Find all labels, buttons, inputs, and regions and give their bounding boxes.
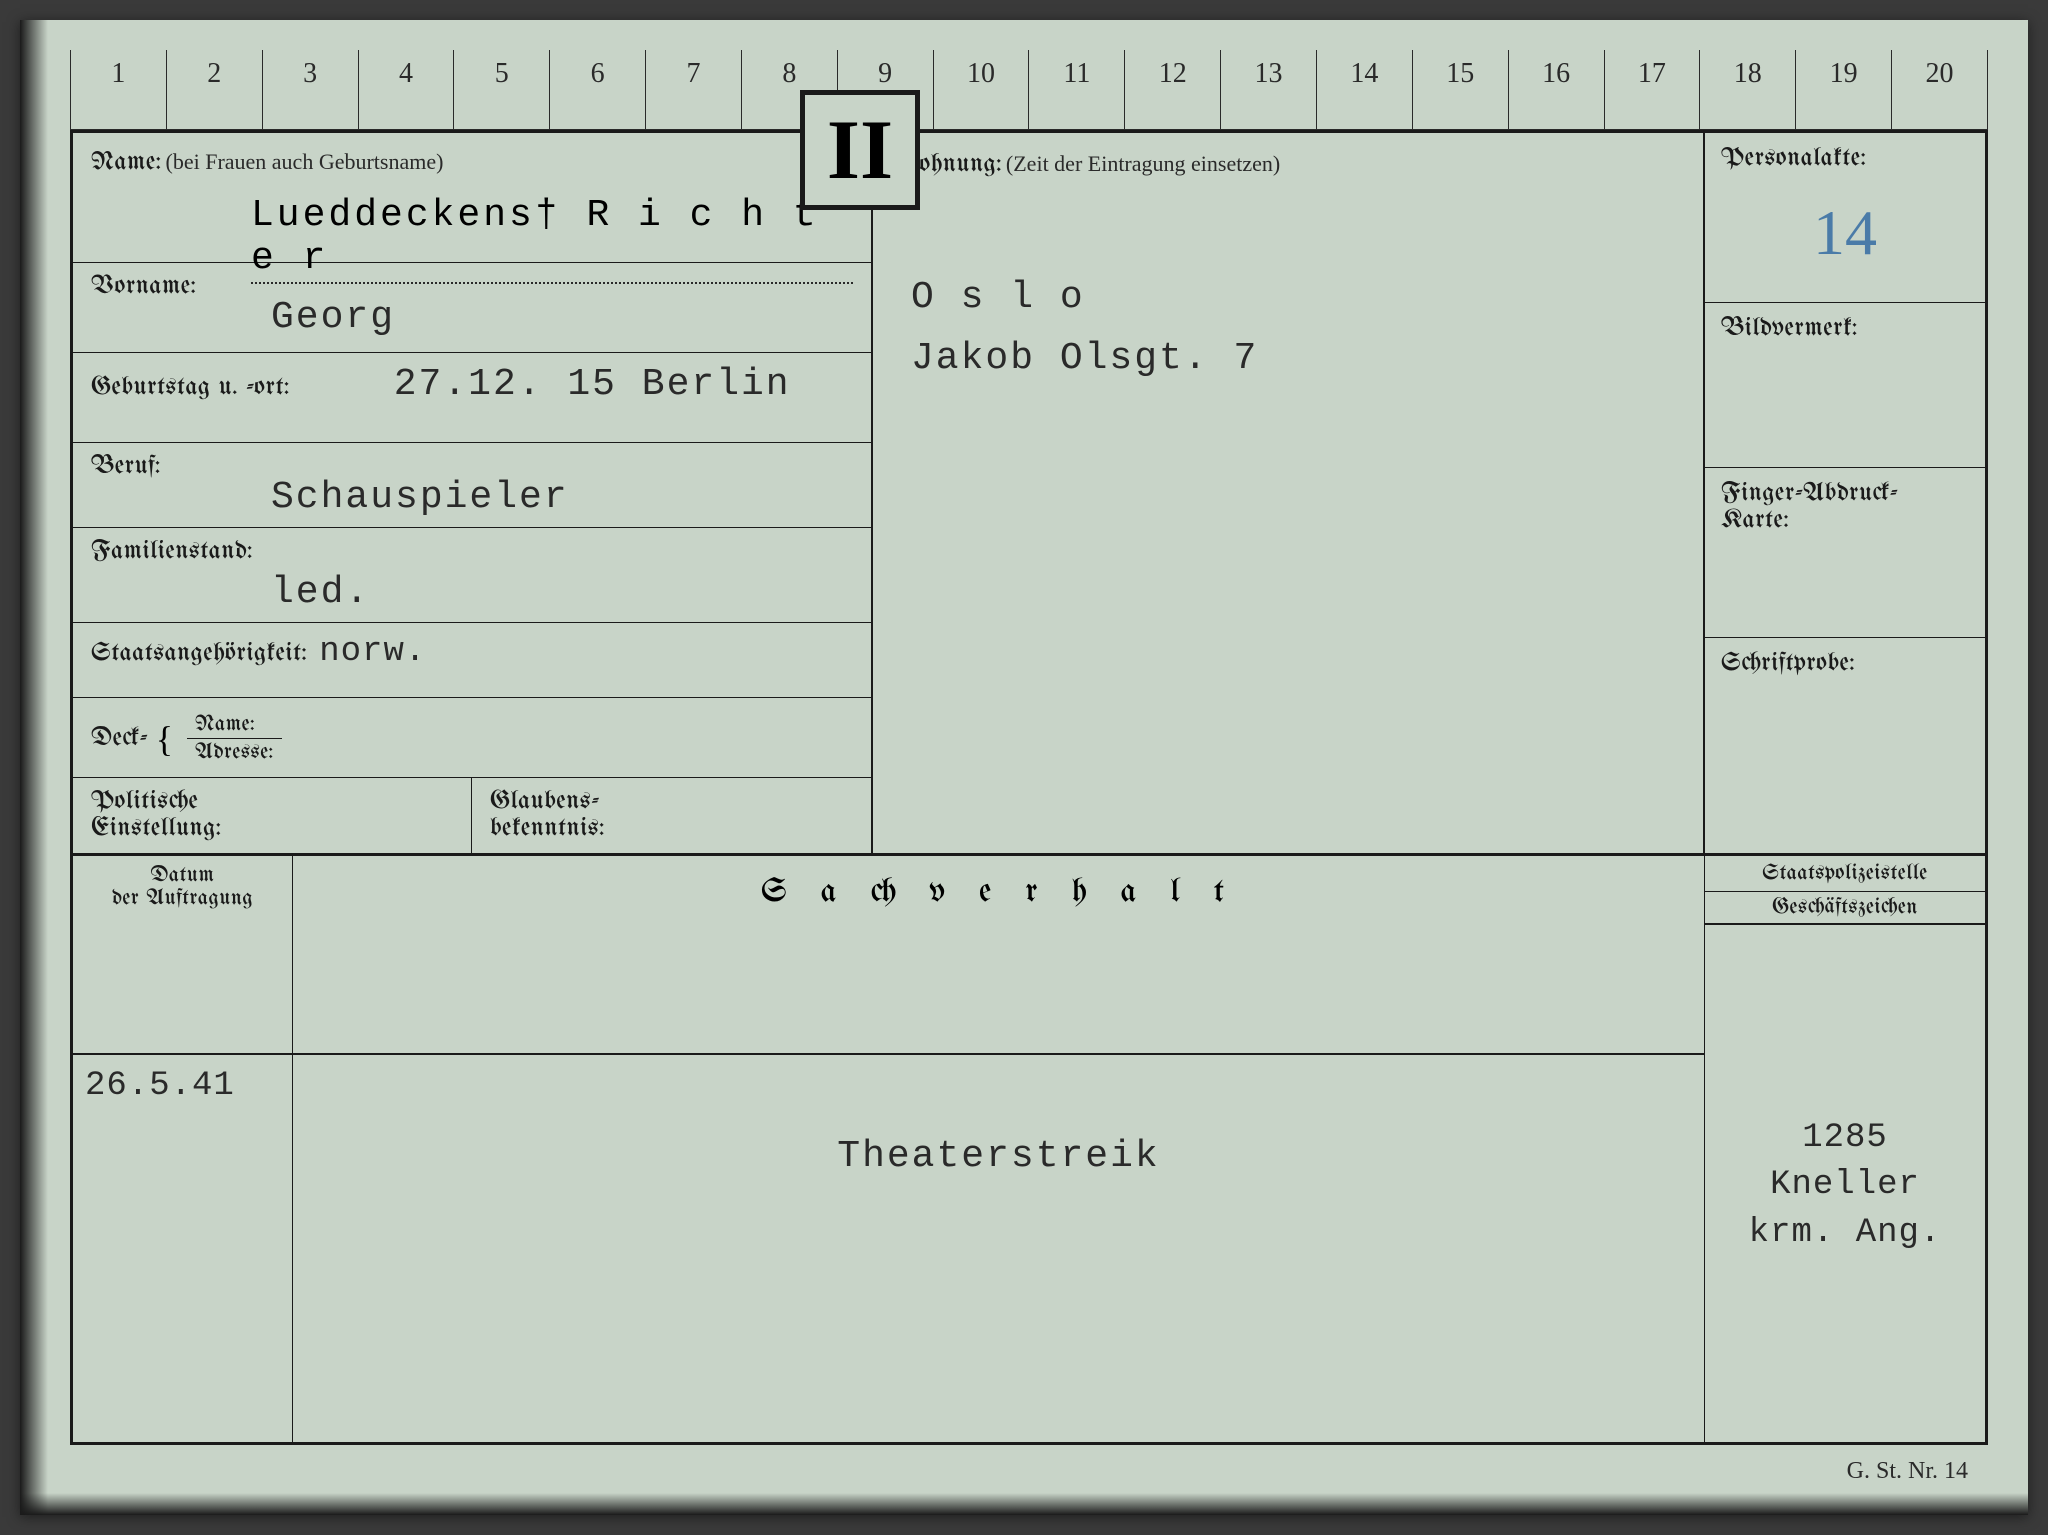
ref-number: 1285: [1725, 1115, 1965, 1163]
main-grid: Name: (bei Frauen auch Geburtsname) Lued…: [73, 133, 1985, 1442]
ruler-tick: 14: [1316, 50, 1412, 129]
karte-label: Karte:: [1721, 507, 1969, 534]
geburtstag-value: 27.12. 15 Berlin: [294, 363, 791, 406]
scan-shadow-bottom: [20, 1493, 2028, 1515]
staatsang-label: Staatsangehörigkeit:: [91, 640, 307, 667]
bottom-section: Datum der Auftragung S a ch v e r h a l …: [73, 856, 1985, 1442]
ref-name: Kneller: [1725, 1162, 1965, 1210]
ruler-tick: 10: [933, 50, 1029, 129]
glaubens-label: Glaubens-: [490, 788, 853, 815]
geschaeftszeichen-label: Geschäftszeichen: [1705, 892, 1985, 925]
ruler-tick: 6: [549, 50, 645, 129]
ref-role: krm. Ang.: [1725, 1210, 1965, 1258]
ruler-tick: 12: [1124, 50, 1220, 129]
familienstand-value: led.: [91, 571, 853, 614]
wohnung-city: O s l o: [911, 268, 1685, 329]
ruler-tick: 16: [1508, 50, 1604, 129]
familienstand-label: Familienstand:: [91, 538, 853, 565]
ruler-tick: 11: [1028, 50, 1124, 129]
name-note: (bei Frauen auch Geburtsname): [166, 149, 444, 174]
personalakte-field: Personalakte: 14: [1705, 133, 1985, 303]
geburtstag-field: Geburtstag u. -ort: 27.12. 15 Berlin: [73, 353, 871, 443]
deck-field: Deck- { Name: Adresse:: [73, 698, 871, 778]
ruler-tick: 4: [358, 50, 454, 129]
name-field: Name: (bei Frauen auch Geburtsname) Lued…: [73, 133, 871, 263]
form-number: G. St. Nr. 14: [1847, 1458, 1968, 1485]
staatsang-field: Staatsangehörigkeit: norw.: [73, 623, 871, 698]
auftragung-label: der Auftragung: [85, 887, 280, 910]
beruf-field: Beruf: Schauspieler: [73, 443, 871, 528]
datum-body: 26.5.41: [73, 1055, 293, 1442]
deck-adresse-label: Adresse:: [187, 739, 282, 766]
personalakte-label: Personalakte:: [1721, 145, 1969, 172]
datum-value: 26.5.41: [85, 1067, 280, 1105]
sachverhalt-body: Theaterstreik: [293, 1055, 1705, 1442]
ruler-tick: 2: [166, 50, 262, 129]
ruler-tick: 5: [453, 50, 549, 129]
ruler-tick: 17: [1604, 50, 1700, 129]
deck-label: Deck-: [91, 725, 148, 752]
wohnung-field: Wohnung: (Zeit der Eintragung einsetzen)…: [873, 133, 1703, 856]
roman-numeral-badge: II: [800, 90, 920, 210]
sachverhalt-header: S a ch v e r h a l t: [293, 856, 1705, 1055]
ruler-tick: 3: [262, 50, 358, 129]
bildvermerk-field: Bildvermerk:: [1705, 303, 1985, 468]
ruler-tick: 19: [1795, 50, 1891, 129]
ruler-tick: 7: [645, 50, 741, 129]
vorname-value: Georg: [91, 296, 853, 339]
deck-name-label: Name:: [187, 711, 282, 739]
bekenntnis-label: bekenntnis:: [490, 815, 853, 842]
right-column: Personalakte: 14 Bildvermerk: Finger-Abd…: [1705, 133, 1985, 856]
wohnung-note: (Zeit der Eintragung einsetzen): [1006, 151, 1280, 176]
ruler-tick: 15: [1412, 50, 1508, 129]
ruler-tick: 18: [1699, 50, 1795, 129]
politisch-glaubens-row: Politische Einstellung: Glaubens- bekenn…: [73, 778, 871, 856]
card-frame: Name: (bei Frauen auch Geburtsname) Lued…: [70, 130, 1988, 1445]
reference-body: 1285 Kneller krm. Ang.: [1705, 1055, 1985, 1442]
geburtstag-label: Geburtstag u. -ort:: [91, 374, 290, 401]
reference-header: Staatspolizeistelle Geschäftszeichen: [1705, 856, 1985, 1055]
ruler-tick: 1: [70, 50, 166, 129]
scan-shadow-left: [20, 20, 48, 1515]
staatsang-value: norw.: [319, 633, 426, 671]
wohnung-street: Jakob Olsgt. 7: [911, 329, 1685, 390]
datum-header: Datum der Auftragung: [73, 856, 293, 1055]
staatspolizei-label: Staatspolizeistelle: [1705, 856, 1985, 892]
middle-column: Wohnung: (Zeit der Eintragung einsetzen)…: [873, 133, 1705, 856]
vorname-field: Vorname: Georg: [73, 263, 871, 353]
roman-numeral: II: [827, 101, 893, 199]
ruler-scale: 1234567891011121314151617181920: [70, 50, 1988, 130]
familienstand-field: Familienstand: led.: [73, 528, 871, 623]
left-column: Name: (bei Frauen auch Geburtsname) Lued…: [73, 133, 873, 856]
ruler-tick: 20: [1891, 50, 1988, 129]
index-card: 1234567891011121314151617181920 II Name:…: [20, 20, 2028, 1515]
beruf-value: Schauspieler: [91, 476, 853, 519]
politische-label: Politische: [91, 788, 453, 815]
schriftprobe-field: Schriftprobe:: [1705, 638, 1985, 856]
datum-label: Datum: [85, 864, 280, 887]
bildvermerk-label: Bildvermerk:: [1721, 315, 1969, 342]
fingerabdruck-field: Finger-Abdruck- Karte:: [1705, 468, 1985, 638]
name-label: Name:: [91, 149, 162, 176]
fingerabdruck-label: Finger-Abdruck-: [1721, 480, 1969, 507]
schriftprobe-label: Schriftprobe:: [1721, 650, 1969, 677]
sachverhalt-value: Theaterstreik: [313, 1135, 1684, 1178]
einstellung-label: Einstellung:: [91, 815, 453, 842]
personalakte-value: 14: [1721, 196, 1969, 270]
ruler-tick: 13: [1220, 50, 1316, 129]
